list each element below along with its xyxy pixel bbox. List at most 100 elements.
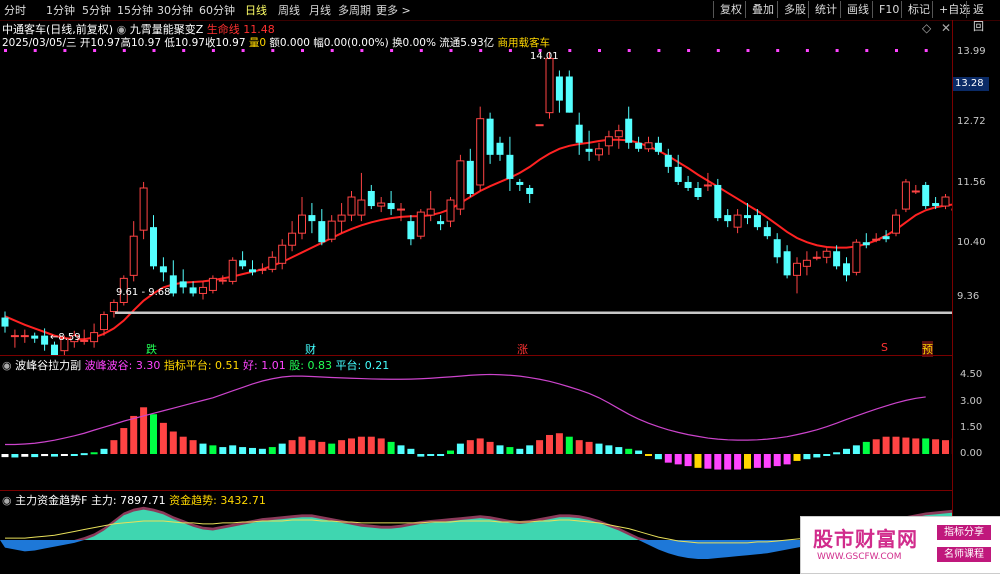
candle[interactable]	[209, 275, 216, 293]
candle[interactable]	[803, 251, 810, 275]
candle[interactable]	[2, 312, 9, 333]
candle[interactable]	[863, 233, 870, 248]
candle[interactable]	[536, 125, 543, 126]
candle[interactable]	[615, 125, 622, 149]
tab-more[interactable]: 更多 >	[376, 2, 411, 18]
watermark-tag-share[interactable]: 指标分享	[937, 525, 991, 540]
candle[interactable]	[566, 70, 573, 112]
candle[interactable]	[477, 107, 484, 191]
candle[interactable]	[348, 191, 355, 221]
candle[interactable]	[843, 257, 850, 281]
draw-line-button[interactable]: 画线	[840, 1, 875, 18]
candle[interactable]	[299, 197, 306, 239]
candle[interactable]	[170, 260, 177, 296]
tab-60min[interactable]: 60分钟	[199, 2, 235, 18]
tab-weekly[interactable]: 周线	[278, 2, 300, 18]
wave-indicator-chart[interactable]	[0, 356, 952, 490]
candle[interactable]	[279, 239, 286, 269]
candle[interactable]	[774, 233, 781, 263]
candle[interactable]	[497, 137, 504, 161]
candle[interactable]	[625, 107, 632, 149]
candle[interactable]	[269, 251, 276, 272]
candle[interactable]	[506, 137, 513, 191]
candle[interactable]	[685, 176, 692, 191]
candle[interactable]	[635, 137, 642, 152]
candle[interactable]	[794, 257, 801, 293]
candle[interactable]	[229, 257, 236, 284]
candle[interactable]	[675, 155, 682, 185]
candle[interactable]	[388, 191, 395, 215]
tab-30min[interactable]: 30分钟	[157, 2, 193, 18]
candle[interactable]	[338, 203, 345, 233]
tab-1min[interactable]: 1分钟	[46, 2, 75, 18]
candle[interactable]	[714, 179, 721, 221]
candle[interactable]	[31, 333, 38, 343]
candle[interactable]	[160, 257, 167, 281]
candle[interactable]	[556, 70, 563, 112]
candle[interactable]	[180, 269, 187, 293]
candle[interactable]	[487, 113, 494, 164]
candle[interactable]	[398, 203, 405, 221]
candle[interactable]	[51, 342, 58, 355]
candle[interactable]	[130, 221, 137, 281]
watermark-tag-course[interactable]: 名师课程	[937, 547, 991, 562]
candle[interactable]	[200, 281, 207, 299]
candle[interactable]	[407, 215, 414, 245]
candle[interactable]	[190, 281, 197, 296]
candle[interactable]	[922, 182, 929, 209]
candle[interactable]	[318, 209, 325, 245]
candle[interactable]	[902, 179, 909, 212]
candle[interactable]	[823, 248, 830, 263]
candle[interactable]	[724, 209, 731, 227]
overlay-button[interactable]: 叠加	[745, 1, 780, 18]
mark-button[interactable]: 标记	[901, 1, 936, 18]
adjust-button[interactable]: 复权	[713, 1, 748, 18]
candle[interactable]	[813, 251, 820, 260]
back-button[interactable]: 返回	[966, 1, 1000, 18]
candle[interactable]	[219, 275, 226, 284]
candle[interactable]	[91, 324, 98, 348]
candle[interactable]	[11, 330, 18, 348]
candle[interactable]	[417, 209, 424, 239]
candle[interactable]	[645, 137, 652, 152]
candle[interactable]	[764, 221, 771, 239]
candle[interactable]	[526, 185, 533, 203]
candle[interactable]	[457, 155, 464, 215]
candle[interactable]	[784, 245, 791, 278]
candle[interactable]	[516, 179, 523, 191]
candle[interactable]	[912, 185, 919, 194]
candle[interactable]	[308, 203, 315, 233]
candle[interactable]	[596, 143, 603, 161]
candle[interactable]	[665, 149, 672, 173]
statistics-button[interactable]: 统计	[808, 1, 843, 18]
tab-daily[interactable]: 日线	[245, 2, 267, 18]
candle[interactable]	[853, 239, 860, 275]
candle[interactable]	[605, 131, 612, 155]
candle[interactable]	[239, 251, 246, 269]
candle[interactable]	[734, 209, 741, 233]
candle[interactable]	[586, 131, 593, 161]
candle[interactable]	[110, 299, 117, 317]
candle[interactable]	[437, 215, 444, 230]
tab-multi-period[interactable]: 多周期	[338, 2, 371, 18]
candle[interactable]	[140, 182, 147, 239]
candle[interactable]	[427, 191, 434, 221]
candlestick-chart[interactable]	[0, 20, 952, 355]
candle[interactable]	[833, 245, 840, 269]
candle[interactable]	[893, 209, 900, 236]
candle[interactable]	[467, 149, 474, 197]
tab-fenshi[interactable]: 分时	[4, 2, 26, 18]
tab-5min[interactable]: 5分钟	[82, 2, 111, 18]
candle[interactable]	[447, 197, 454, 227]
tab-monthly[interactable]: 月线	[309, 2, 331, 18]
candle[interactable]	[21, 330, 28, 343]
candle[interactable]	[150, 215, 157, 269]
candle[interactable]	[358, 173, 365, 221]
candle[interactable]	[289, 221, 296, 251]
candle[interactable]	[576, 113, 583, 155]
candle[interactable]	[368, 185, 375, 209]
tab-15min[interactable]: 15分钟	[117, 2, 153, 18]
candle[interactable]	[378, 197, 385, 212]
multi-stock-button[interactable]: 多股	[777, 1, 812, 18]
candle[interactable]	[328, 215, 335, 242]
